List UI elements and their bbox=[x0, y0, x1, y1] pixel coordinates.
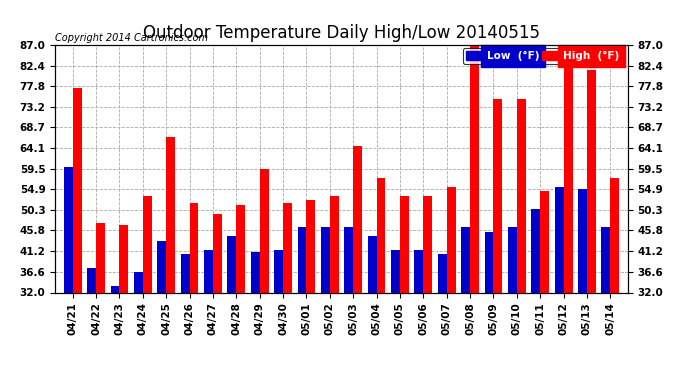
Bar bbox=[204, 250, 213, 292]
Bar bbox=[508, 227, 517, 292]
Bar bbox=[330, 196, 339, 292]
Bar bbox=[517, 99, 526, 292]
Bar bbox=[259, 169, 268, 292]
Bar bbox=[446, 187, 455, 292]
Bar bbox=[237, 205, 245, 292]
Bar bbox=[119, 225, 128, 292]
Bar bbox=[228, 236, 237, 292]
Bar bbox=[72, 88, 81, 292]
Bar bbox=[484, 232, 493, 292]
Bar bbox=[578, 189, 587, 292]
Bar bbox=[415, 250, 424, 292]
Bar bbox=[143, 196, 152, 292]
Bar bbox=[602, 227, 611, 292]
Bar bbox=[157, 241, 166, 292]
Bar bbox=[555, 187, 564, 292]
Bar bbox=[470, 45, 479, 292]
Bar bbox=[391, 250, 400, 292]
Bar bbox=[321, 227, 330, 292]
Bar bbox=[493, 99, 502, 292]
Bar bbox=[400, 196, 409, 292]
Bar bbox=[564, 56, 573, 292]
Title: Outdoor Temperature Daily High/Low 20140515: Outdoor Temperature Daily High/Low 20140… bbox=[143, 24, 540, 42]
Bar bbox=[424, 196, 432, 292]
Bar bbox=[587, 70, 596, 292]
Bar bbox=[344, 227, 353, 292]
Text: Copyright 2014 Cartronics.com: Copyright 2014 Cartronics.com bbox=[55, 33, 208, 42]
Bar bbox=[110, 286, 119, 292]
Bar bbox=[64, 166, 72, 292]
Bar bbox=[368, 236, 377, 292]
Bar bbox=[461, 227, 470, 292]
Bar bbox=[96, 223, 105, 292]
Bar bbox=[166, 137, 175, 292]
Bar bbox=[190, 202, 199, 292]
Bar bbox=[438, 254, 446, 292]
Legend: Low  (°F), High  (°F): Low (°F), High (°F) bbox=[463, 48, 622, 64]
Bar bbox=[181, 254, 190, 292]
Bar bbox=[283, 202, 292, 292]
Bar bbox=[274, 250, 283, 292]
Bar bbox=[213, 214, 222, 292]
Bar bbox=[377, 178, 386, 292]
Bar bbox=[251, 252, 259, 292]
Bar bbox=[531, 209, 540, 292]
Bar bbox=[134, 272, 143, 292]
Bar bbox=[306, 200, 315, 292]
Bar bbox=[611, 178, 619, 292]
Bar bbox=[353, 146, 362, 292]
Bar bbox=[87, 268, 96, 292]
Bar bbox=[540, 191, 549, 292]
Bar bbox=[297, 227, 306, 292]
